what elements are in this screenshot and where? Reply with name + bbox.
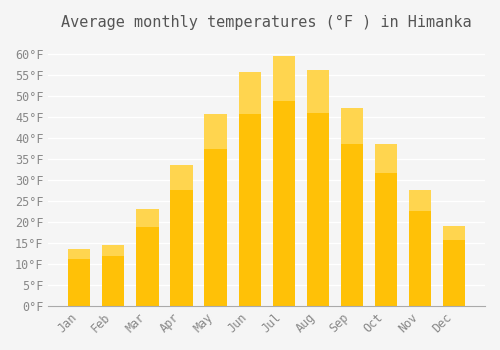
Bar — [102, 245, 124, 256]
Bar — [204, 114, 227, 306]
Bar — [170, 165, 192, 190]
Bar — [238, 72, 260, 306]
Bar — [204, 114, 227, 149]
Bar — [68, 249, 90, 259]
Bar — [375, 144, 397, 173]
Bar — [102, 245, 124, 306]
Bar — [68, 249, 90, 306]
Bar — [341, 108, 363, 306]
Bar — [409, 190, 431, 306]
Bar — [136, 209, 158, 226]
Bar — [170, 165, 192, 306]
Bar — [306, 70, 329, 306]
Bar — [409, 190, 431, 211]
Bar — [375, 144, 397, 306]
Bar — [272, 56, 295, 306]
Bar — [341, 108, 363, 144]
Bar — [306, 70, 329, 113]
Bar — [272, 56, 295, 101]
Title: Average monthly temperatures (°F ) in Himanka: Average monthly temperatures (°F ) in Hi… — [62, 15, 472, 30]
Bar — [136, 209, 158, 306]
Bar — [443, 226, 465, 306]
Bar — [443, 226, 465, 240]
Bar — [238, 72, 260, 114]
